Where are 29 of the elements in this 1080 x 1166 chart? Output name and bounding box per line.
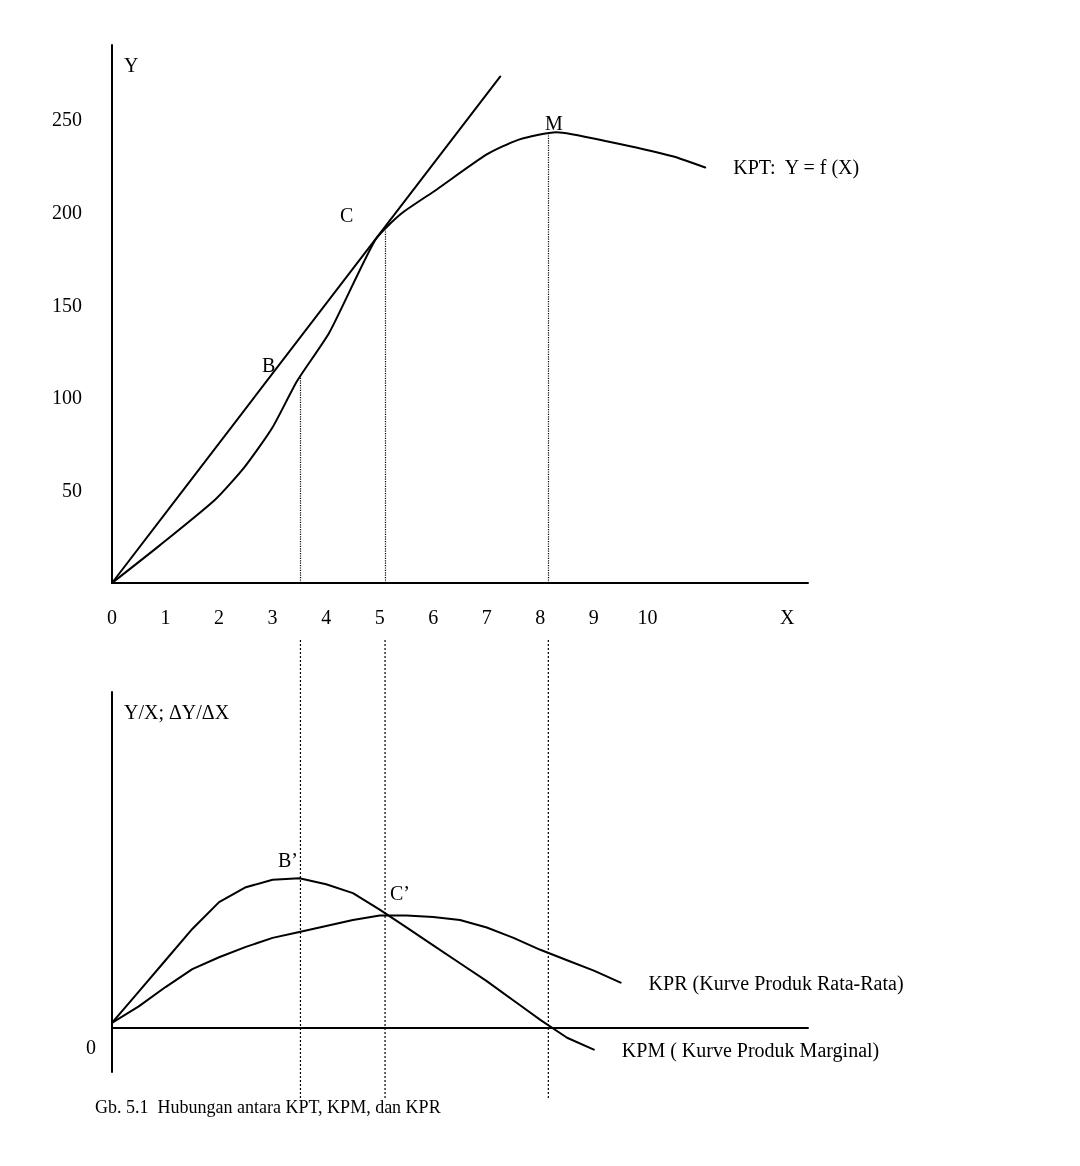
x-tick-label: 3 [267,606,278,628]
x-tick-label: 4 [321,606,332,628]
annotation: C [340,204,354,226]
text: 0 [86,1036,96,1058]
x-tick-label: 9 [588,606,599,628]
x-tick-label: 8 [535,606,546,628]
y-tick-label: 250 [52,108,82,131]
x-tick-label: 0 [107,606,117,628]
x-tick-label: 1 [160,606,171,628]
x-tick-label: 6 [428,606,439,628]
series-label: KPM ( Kurve Produk Marginal) [621,1038,880,1062]
text: Gb. 5.1 Hubungan antara KPT, KPM, dan KPR [95,1097,441,1117]
y-axis-title: Y [124,54,139,76]
y-tick-label: 100 [52,386,82,409]
x-tick-label: 7 [481,606,492,628]
series-label: KPT: Y = f (X) [733,156,860,180]
x-axis-title: X [780,606,795,628]
y-tick-label: 150 [52,293,82,316]
annotation: B [262,354,276,376]
x-tick-label: 2 [214,606,225,628]
series-label: KPR (Kurve Produk Rata-Rata) [648,971,904,995]
x-tick-label: 10 [637,606,658,628]
annotation: M [545,112,563,134]
y-tick-label: 200 [52,200,82,223]
text: B’ [278,849,298,871]
annotation: C’ [390,882,410,904]
x-tick-label: 5 [374,606,385,628]
y-axis-title: Y/X; ΔY/ΔX [124,701,230,723]
y-tick-label: 50 [62,479,82,502]
